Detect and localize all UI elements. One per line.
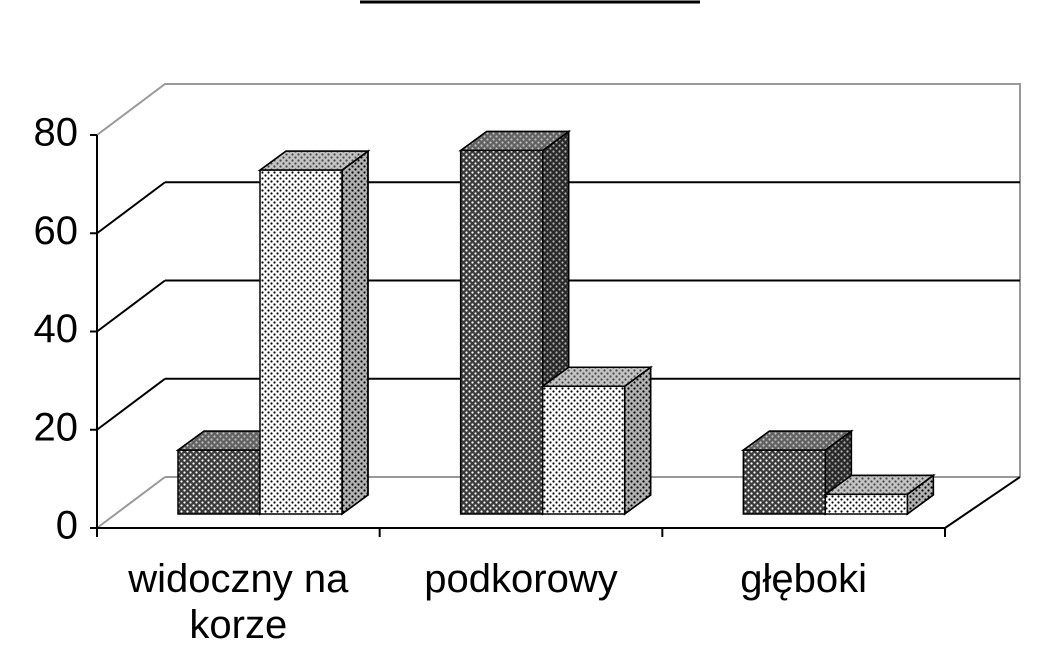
bar-side-shade [341, 149, 369, 516]
bar [459, 149, 544, 515]
grid-side [96, 181, 166, 235]
bar [824, 493, 909, 515]
x-tick-label: podkorowy [424, 557, 618, 601]
y-tick-label: 0 [56, 504, 78, 548]
bar [742, 449, 827, 515]
floor-left [96, 476, 166, 529]
y-tick-label: 60 [34, 209, 79, 253]
x-tick-label: widoczny na korze [128, 557, 349, 647]
bar [177, 449, 261, 515]
grid-side [96, 279, 166, 333]
floor-right [944, 476, 1021, 529]
bar [259, 169, 343, 515]
y-tick-label: 80 [34, 111, 79, 155]
grid-side [96, 377, 166, 431]
y-tick-label: 20 [34, 405, 79, 449]
bar [541, 385, 626, 515]
y-tick-label: 40 [34, 307, 79, 351]
x-tick-label: głęboki [740, 557, 868, 601]
bar-side-shade [623, 365, 652, 516]
